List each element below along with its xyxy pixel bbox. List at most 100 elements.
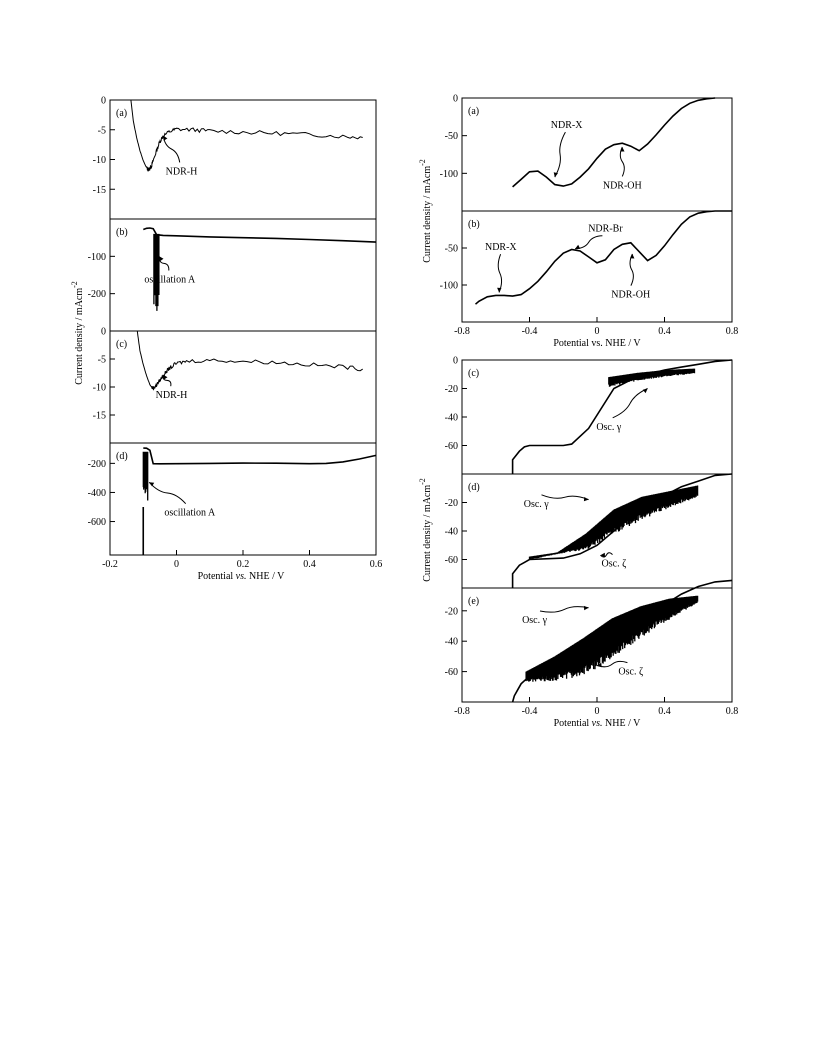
chart-panel-4: -200 -400 -600 -0.2 0 0.2 0.4 0.6 (d) oscillation… — [88, 442, 382, 570]
y-tick-label: -20 — [445, 498, 458, 509]
y-tick-label: -60 — [445, 667, 458, 678]
x-tick-label: 0.2 — [237, 559, 250, 570]
annotation-label: NDR-X — [485, 242, 517, 253]
annotation-label: Osc. γ — [596, 422, 622, 433]
left-xlabel: Potential vs. NHE / V — [198, 571, 286, 582]
y-tick-label: -20 — [445, 384, 458, 395]
panel-label: (d) — [116, 451, 128, 462]
y-tick-label: 0 — [101, 96, 106, 107]
x-tick-label: -0.4 — [522, 706, 538, 717]
plot-frame — [109, 442, 377, 556]
chart-panel-1: 0 -5 -10 -15 (a) NDR-H — [93, 96, 377, 220]
y-tick-label: -15 — [93, 411, 106, 422]
series-line — [512, 97, 716, 188]
chart-panel-2: -100 -200 (b) oscillation A — [88, 218, 377, 332]
x-tick-label: 0.8 — [726, 706, 739, 717]
chart-panels: 0-5-10-15(a)NDR-H-100-200(b)oscillation … — [88, 94, 739, 718]
chart-panel-9: -20 -40 -60 -0.8 -0.4 0 0.4 0.8 (e) Osc. γ Osc. ζ — [445, 579, 739, 717]
oscillation-strokes — [525, 595, 699, 682]
annotation-arrowhead — [159, 256, 164, 262]
oscillation-strokes — [142, 451, 149, 501]
annotation-label: NDR-X — [551, 120, 583, 131]
series-line — [143, 447, 377, 465]
x-tick-label: -0.8 — [454, 326, 470, 337]
annotation-arrowhead — [642, 388, 648, 394]
annotation-arrowhead — [620, 147, 625, 152]
annotation-arrowhead — [497, 287, 502, 293]
annotation-arrowhead — [575, 244, 581, 249]
panel-label: (b) — [116, 227, 128, 238]
annotation-label: oscillation A — [144, 274, 196, 285]
annotation-label: NDR-OH — [611, 290, 650, 301]
series-line — [130, 99, 363, 172]
annotation-arrowhead — [597, 662, 602, 668]
annotation-arrow — [600, 552, 613, 558]
y-tick-label: -100 — [88, 252, 106, 263]
plot-frame — [109, 330, 377, 444]
y-tick-label: -200 — [88, 289, 106, 300]
annotation-label: Osc. ζ — [618, 667, 643, 678]
annotation-arrow — [575, 235, 603, 250]
y-tick-label: -10 — [93, 155, 106, 166]
y-tick-label: -60 — [445, 441, 458, 452]
annotation-label: oscillation A — [164, 508, 216, 519]
annotation-arrow — [541, 494, 589, 501]
annotation-label: NDR-H — [166, 166, 198, 177]
oscillation-band — [525, 595, 699, 682]
annotation-arrow — [612, 388, 648, 419]
annotation-arrow — [629, 253, 634, 286]
y-tick-label: -5 — [98, 125, 106, 136]
right-top-xlabel: Potential vs. NHE / V — [553, 338, 641, 349]
series-line — [511, 359, 733, 474]
y-tick-label: -400 — [88, 488, 106, 499]
plot-frame — [461, 97, 733, 212]
oscillation-strokes — [153, 233, 160, 311]
y-tick-label: -100 — [440, 281, 458, 292]
x-tick-label: 0.4 — [303, 559, 316, 570]
annotation-arrowhead — [583, 605, 589, 611]
panel-label: (d) — [468, 482, 480, 493]
panel-label: (c) — [116, 339, 127, 350]
annotation-arrow — [497, 254, 503, 293]
panel-label: (a) — [468, 106, 479, 117]
chart-panel-3: 0 -5 -10 -15 (c) NDR-H — [93, 327, 377, 444]
plot-frame — [461, 359, 733, 475]
annotation-arrowhead — [553, 172, 558, 178]
annotation-label: Osc. γ — [524, 499, 550, 510]
annotation-arrowhead — [630, 253, 635, 259]
y-tick-label: -200 — [88, 459, 106, 470]
chart-panel-8: -20 -40 -60 (d) Osc. γ Osc. ζ — [445, 473, 733, 589]
oscillation-strokes — [528, 485, 699, 560]
annotation-arrowhead — [163, 374, 168, 380]
x-tick-label: 0.4 — [658, 326, 671, 337]
y-tick-label: -600 — [88, 517, 106, 528]
panel-label: (b) — [468, 219, 480, 230]
y-tick-label: -50 — [445, 131, 458, 142]
annotation-arrow — [162, 374, 172, 387]
x-tick-label: -0.2 — [102, 559, 118, 570]
y-tick-label: -15 — [93, 185, 106, 196]
chart-panel-6: -50 -100 -0.8 -0.4 0 0.4 0.8 (b) NDR-X NDR-Br NDR-… — [440, 210, 738, 337]
right-bottom-xlabel: Potential vs. NHE / V — [554, 718, 642, 729]
annotation-arrowhead — [163, 135, 168, 141]
annotation-arrowhead — [600, 552, 605, 558]
y-tick-label: -10 — [93, 383, 106, 394]
y-tick-label: 0 — [453, 94, 458, 105]
panel-label: (e) — [468, 596, 479, 607]
annotation-label: Osc. γ — [522, 615, 548, 626]
x-tick-label: 0.4 — [658, 706, 671, 717]
x-tick-label: -0.8 — [454, 706, 470, 717]
annotation-label: NDR-H — [156, 390, 188, 401]
y-tick-label: 0 — [101, 327, 106, 338]
series-line — [511, 473, 733, 588]
annotation-label: NDR-OH — [603, 180, 642, 191]
y-tick-label: -50 — [445, 244, 458, 255]
left-ylabel: Current density / mAcm-2 — [70, 281, 85, 385]
right-top-ylabel: Current density / mAcm-2 — [418, 159, 433, 263]
oscillation-band — [608, 368, 696, 387]
oscillation-band — [142, 451, 149, 501]
right-bottom-ylabel: Current density / mAcm-2 — [418, 478, 433, 582]
annotation-arrow — [554, 131, 566, 178]
chart-panel-5: 0 -50 -100 (a) NDR-X NDR-OH — [440, 94, 733, 212]
